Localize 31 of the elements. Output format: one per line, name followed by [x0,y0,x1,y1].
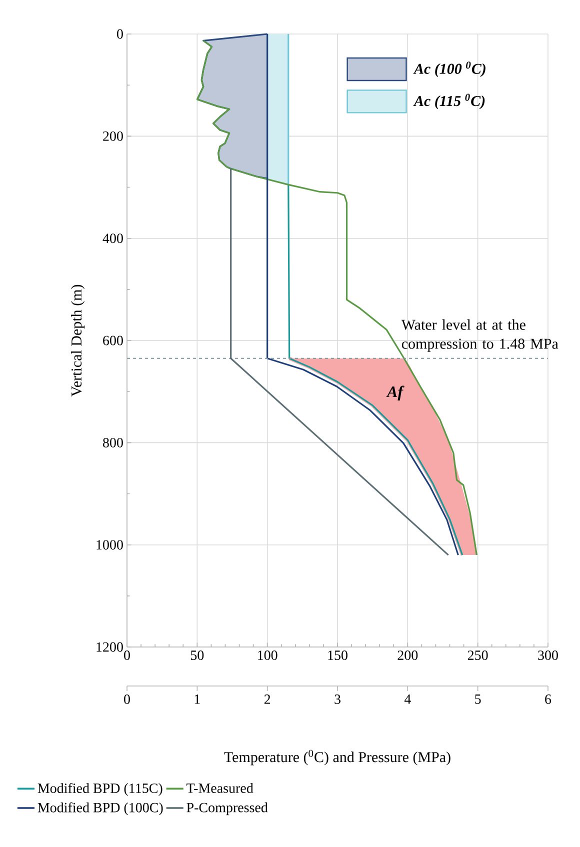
x-tick-label: 100 [258,650,278,660]
x-axis-title: Temperature ($^{0}$C) and Pressure (MPa) [224,750,451,766]
legend-label: Modified BPD (115C) [38,782,162,796]
ref-line-label: Water level at at the compression to 1.48 MPa [402,319,558,352]
legend-label: P-Compressed [186,802,268,816]
x-tick-label: 50 [191,650,204,660]
x2-tick-label: 0 [124,694,130,704]
x2-tick-label: 1 [195,694,200,704]
y-tick-label: 0 [117,29,124,39]
y-axis-title: Vertical Depth (m) [71,284,85,397]
y-tick-label: 200 [103,131,124,141]
x-tick-label: 0 [124,650,130,660]
legend-label: Modified BPD (100C) [38,802,163,816]
legend-label: Ac (115 $^{0}$C) [413,94,485,110]
x2-tick-label: 4 [404,694,412,704]
x-tick-label: 300 [538,650,558,660]
legend-label: T-Measured [186,783,254,793]
y-tick-label: 400 [102,234,124,244]
x-tick-label: 200 [398,650,418,660]
x-tick-label: 150 [328,650,348,660]
y-tick-label: 1200 [96,642,124,652]
y-tick-label: 600 [103,336,124,346]
x2-tick-label: 3 [334,694,341,704]
y-tick-label: 800 [103,438,124,448]
legend-label: Ac (100 $^{0}$C) [413,62,486,77]
x2-tick-label: 5 [475,694,481,704]
x2-tick-label: 6 [545,694,552,704]
y-tick-label: 1000 [96,540,124,550]
x-tick-label: 250 [468,650,488,660]
annotation: Af [386,386,405,400]
x2-tick-label: 2 [264,694,270,704]
